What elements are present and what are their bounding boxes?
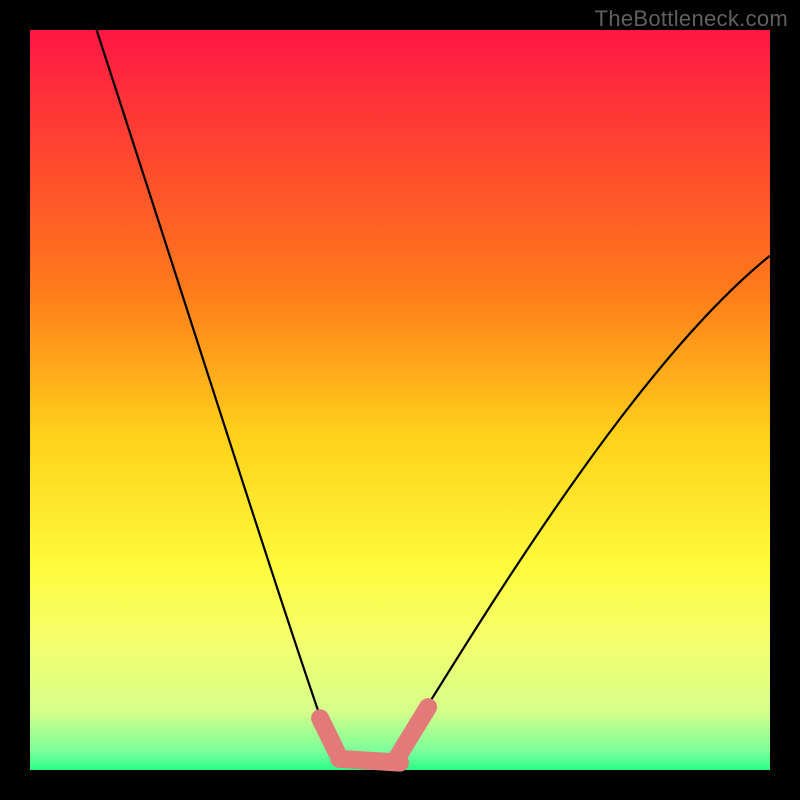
salmon-segment-0 [320, 718, 336, 751]
left-curve [97, 30, 330, 744]
salmon-highlight-group [320, 707, 428, 763]
salmon-segment-2 [398, 707, 428, 757]
right-curve [404, 256, 770, 744]
watermark-text: TheBottleneck.com [595, 6, 788, 32]
bottleneck-curve-chart [0, 0, 800, 800]
